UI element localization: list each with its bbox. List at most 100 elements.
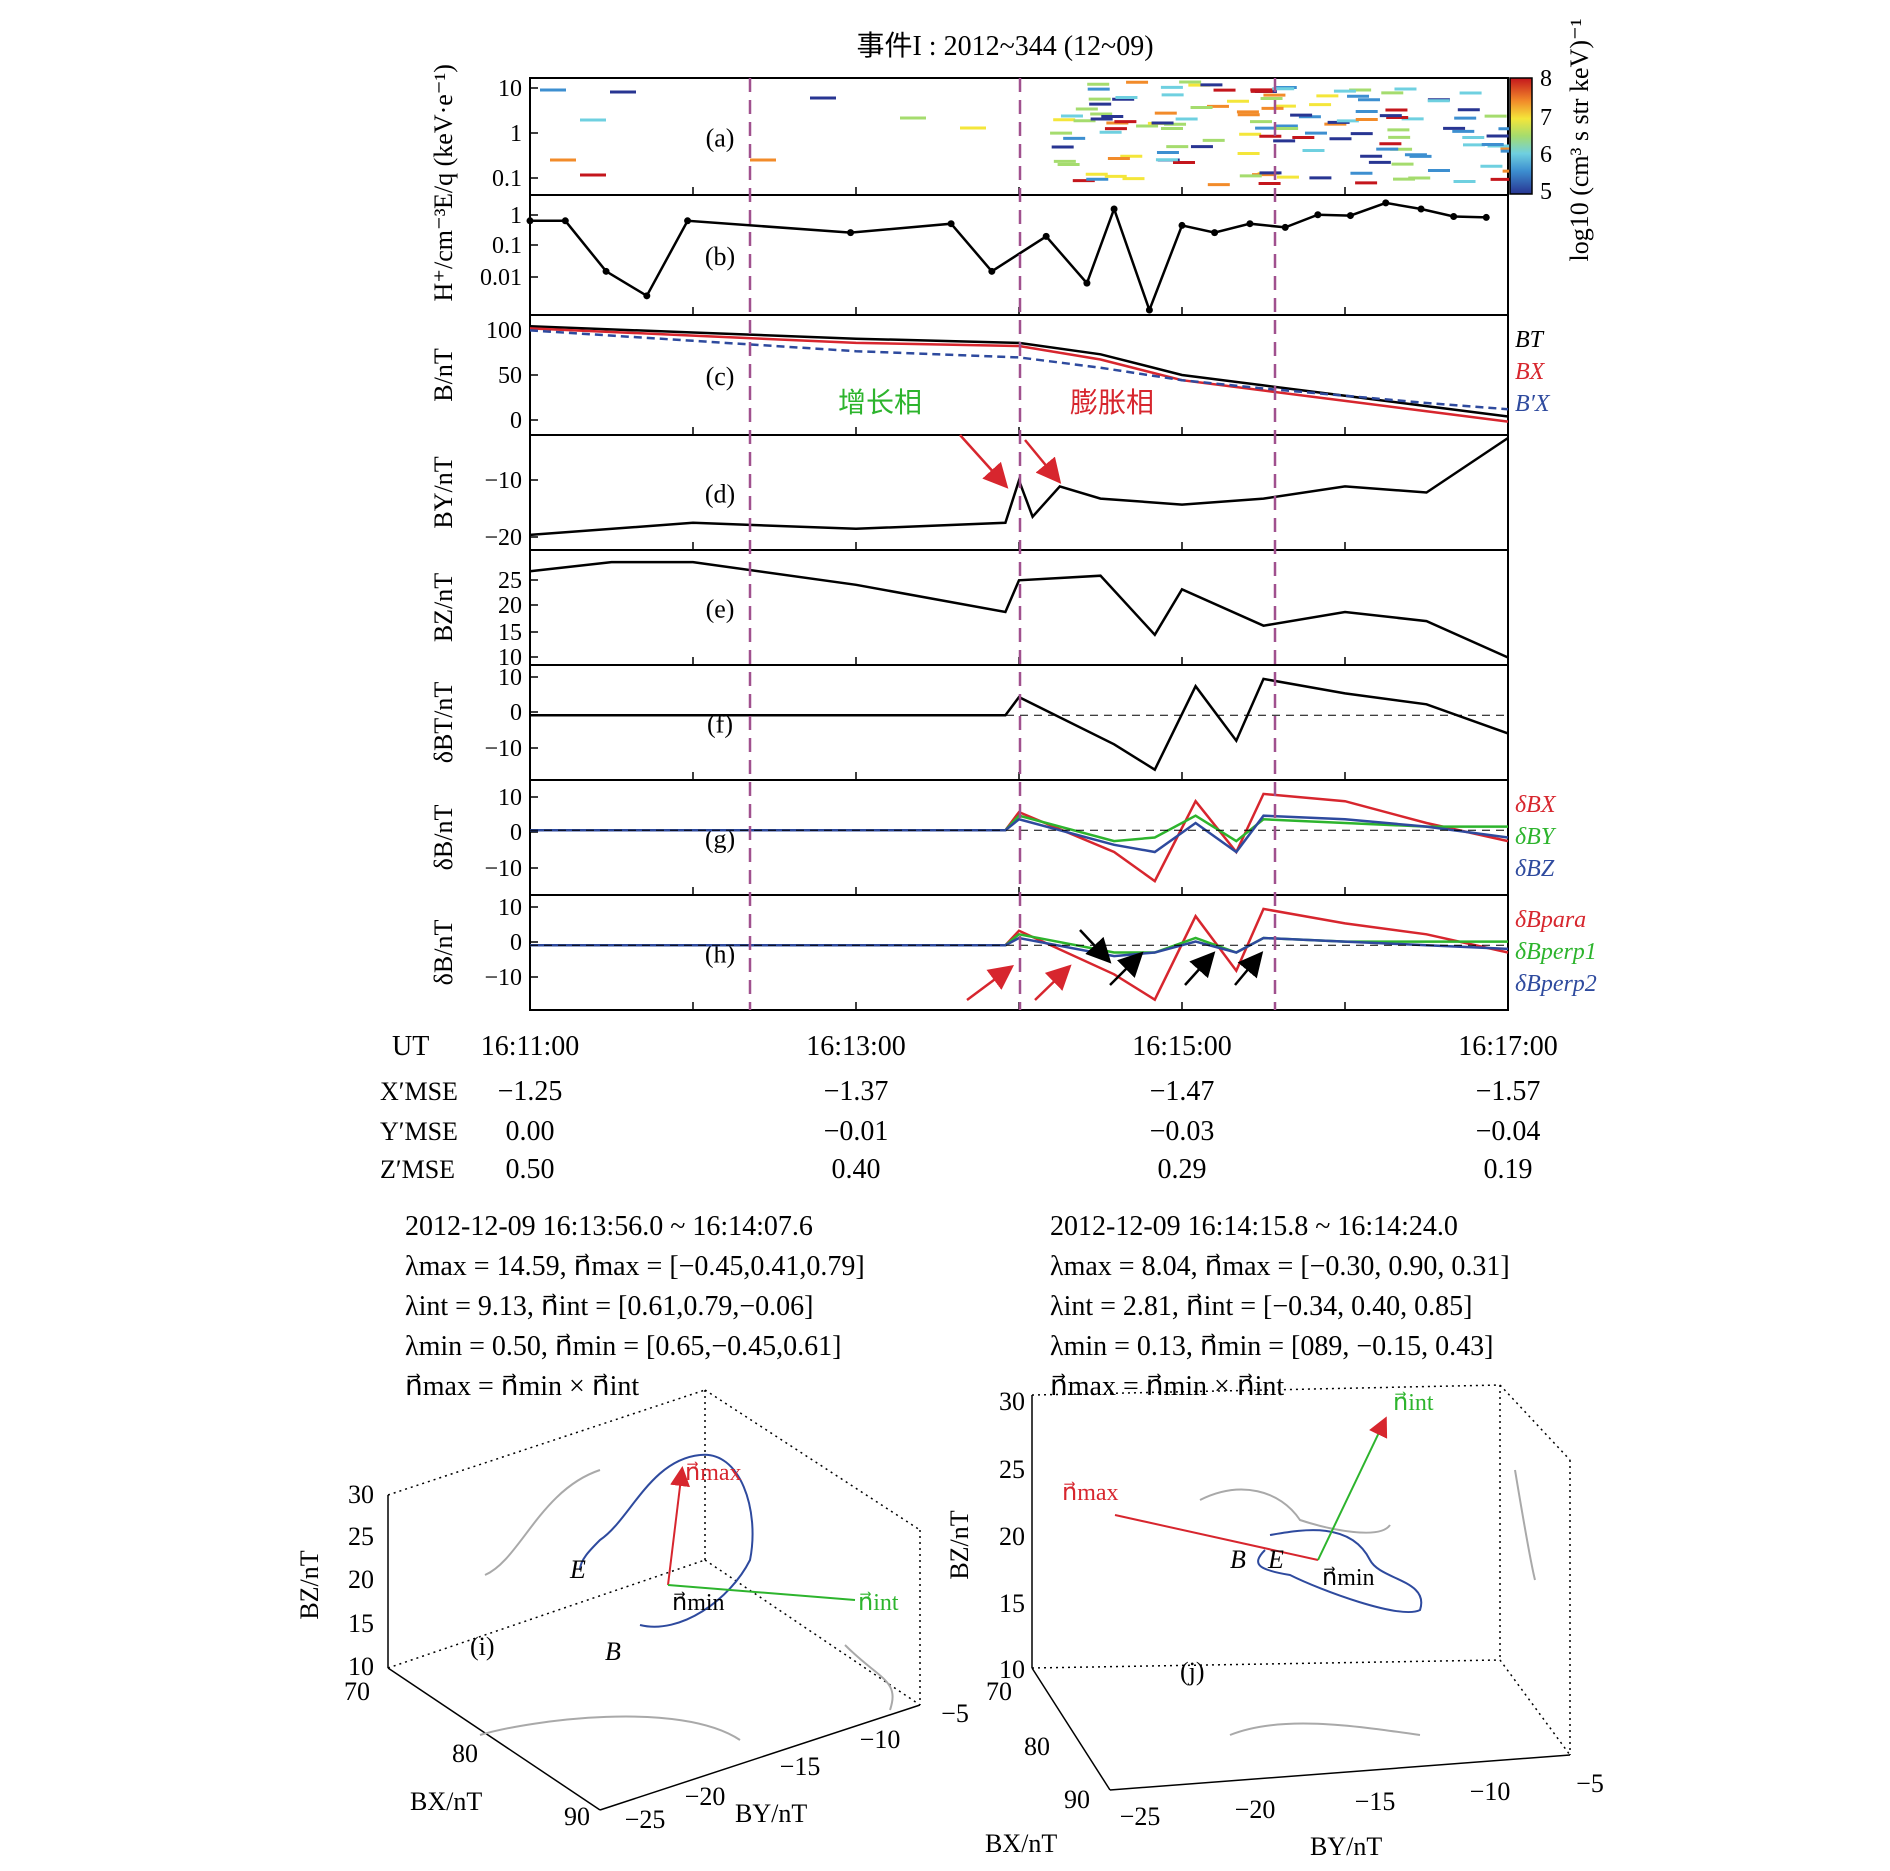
colorbar-gradient (1509, 77, 1533, 195)
by-axis-label: BY/nT (735, 1799, 807, 1828)
time-tick-1613: 16:13:00 (806, 1031, 906, 1062)
bx-tick: 80 (452, 1739, 478, 1768)
panel-tag: (f) (707, 710, 733, 739)
marker-b-j: B (1230, 1545, 1246, 1574)
projection-trace-j (1199, 1469, 1536, 1736)
event-arrow-red (966, 965, 1015, 1002)
panel-tag: (e) (706, 595, 735, 624)
ut-label: UT (392, 1031, 429, 1062)
series-line-2 (530, 814, 1508, 843)
panel-ylabel: B/nT (429, 348, 458, 402)
bx-tick: 90 (564, 1802, 590, 1831)
legend-entry: δBX (1515, 792, 1557, 818)
event-arrow-black (1234, 951, 1264, 986)
bx-axis-label: BX/nT (410, 1787, 482, 1816)
density-point (684, 217, 692, 225)
density-point (1382, 199, 1390, 207)
marker-e-i: E (569, 1555, 586, 1584)
y-tick-label: 10 (498, 895, 522, 921)
density-point (1346, 212, 1354, 220)
y-tick-label: 10 (498, 76, 522, 102)
panel-c: (c) B/nT 100 50 0 BT BX B′X (429, 314, 1551, 436)
marker-b-i: B (605, 1637, 621, 1666)
y-tick-label: 10 (498, 645, 522, 671)
hodogram-3d-j: n⃗max n⃗int n⃗min B E (j) 30 25 20 15 10… (945, 1384, 1604, 1861)
bz-tick: 30 (348, 1480, 374, 1509)
y-tick-label: −10 (484, 965, 522, 991)
bz-tick: 20 (999, 1522, 1025, 1551)
zmse-3: 0.19 (1484, 1154, 1533, 1185)
by-tick: −20 (1235, 1795, 1276, 1824)
by-axis-label: BY/nT (1310, 1832, 1382, 1861)
bz-tick: 15 (999, 1589, 1025, 1618)
bz-axis-label: BZ/nT (295, 1550, 324, 1619)
time-tick-1615: 16:15:00 (1132, 1031, 1232, 1062)
marker-e-j: E (1267, 1545, 1284, 1574)
panel-ylabel: δBT/nT (429, 682, 458, 764)
y-tick-label: 0 (510, 820, 522, 846)
legend-entry: BX (1515, 359, 1546, 385)
series-line-3 (530, 814, 1509, 854)
colorbar-label: log10 (cm³ s str keV)⁻¹ (1565, 18, 1594, 261)
event-arrow-black (1109, 951, 1144, 986)
colorbar: 8 7 6 5 log10 (cm³ s str keV)⁻¹ (1509, 18, 1594, 262)
density-point (1482, 213, 1490, 221)
bz-axis-label: BZ/nT (945, 1510, 974, 1579)
y-tick-label: 0.1 (492, 233, 522, 259)
panel-tag: (h) (705, 940, 735, 969)
mva-i-line: λmin = 0.50, n⃗min = [0.65,−0.45,0.61] (405, 1331, 841, 1362)
panel-tag-j: (j) (1180, 1657, 1205, 1686)
zmse-label: Z′MSE (380, 1155, 455, 1184)
by-tick: −25 (625, 1805, 666, 1834)
panel-ylabel: δB/nT (429, 805, 458, 871)
panel-g: (g) δB/nT 10 0 −10 δBX δBY δBZ (429, 779, 1557, 896)
density-point (561, 217, 569, 225)
series-line (530, 677, 1509, 772)
series-line (529, 436, 1509, 537)
xmse-1: −1.37 (824, 1076, 889, 1107)
panel-ylabel: E/q (keV·e⁻¹) (429, 64, 458, 209)
density-point (847, 229, 855, 237)
panel-b: (b) H⁺/cm⁻³ 1 0.1 0.01 (429, 194, 1509, 316)
n-int-label-i: n⃗int (858, 1590, 899, 1616)
density-point (1110, 205, 1118, 213)
legend-entry: δBperp2 (1515, 971, 1597, 997)
bz-tick: 25 (999, 1455, 1025, 1484)
time-axis: UT 16:11:00 16:13:00 16:15:00 16:17:00 X… (380, 1031, 1558, 1185)
density-point (1178, 221, 1186, 229)
projection-trace-i (479, 1469, 894, 1741)
colorbar-tick-6: 6 (1540, 142, 1552, 168)
panel-tag-i: (i) (470, 1632, 495, 1661)
bz-tick: 15 (348, 1609, 374, 1638)
density-point (1042, 232, 1050, 240)
series-line (529, 560, 1509, 659)
panel-ylabel: H⁺/cm⁻³ (429, 208, 458, 301)
ymse-3: −0.04 (1476, 1116, 1541, 1147)
panel-a: (a) E/q (keV·e⁻¹) 10 1 0.1 (429, 64, 1509, 209)
figure-title: 事件I : 2012~344 (12~09) (856, 30, 1153, 62)
density-point (602, 267, 610, 275)
y-tick-label: 100 (486, 318, 522, 344)
colorbar-tick-8: 8 (1540, 66, 1552, 92)
y-tick-label: 0 (510, 930, 522, 956)
n-int-label-j: n⃗int (1393, 1390, 1434, 1416)
colorbar-tick-5: 5 (1540, 179, 1552, 205)
by-tick: −15 (1355, 1787, 1396, 1816)
box-3d-j (1031, 1384, 1571, 1791)
time-tick-1617: 16:17:00 (1458, 1031, 1558, 1062)
time-tick-1611: 16:11:00 (481, 1031, 580, 1062)
density-point (526, 217, 534, 225)
density-point (1211, 229, 1219, 237)
panel-h: (h) δB/nT 10 0 −10 δBpara δBperp1 δBperp2 (429, 894, 1597, 1011)
legend-entry: δBY (1515, 824, 1557, 850)
n-min-label-j: n⃗min (1322, 1565, 1375, 1591)
ymse-2: −0.03 (1150, 1116, 1215, 1147)
by-tick: −25 (1120, 1802, 1161, 1831)
panel-ylabel: BY/nT (429, 456, 458, 528)
event-arrow-red (1034, 964, 1072, 1001)
hodogram-3d-i: n⃗max n⃗int n⃗min B E (i) 30 25 20 15 10… (295, 1389, 969, 1834)
series-line-1 (530, 907, 1509, 1002)
by-tick: −20 (685, 1782, 726, 1811)
n-max-arrow-i (667, 1466, 690, 1586)
mva-j-line: λmin = 0.13, n⃗min = [089, −0.15, 0.43] (1050, 1331, 1493, 1362)
